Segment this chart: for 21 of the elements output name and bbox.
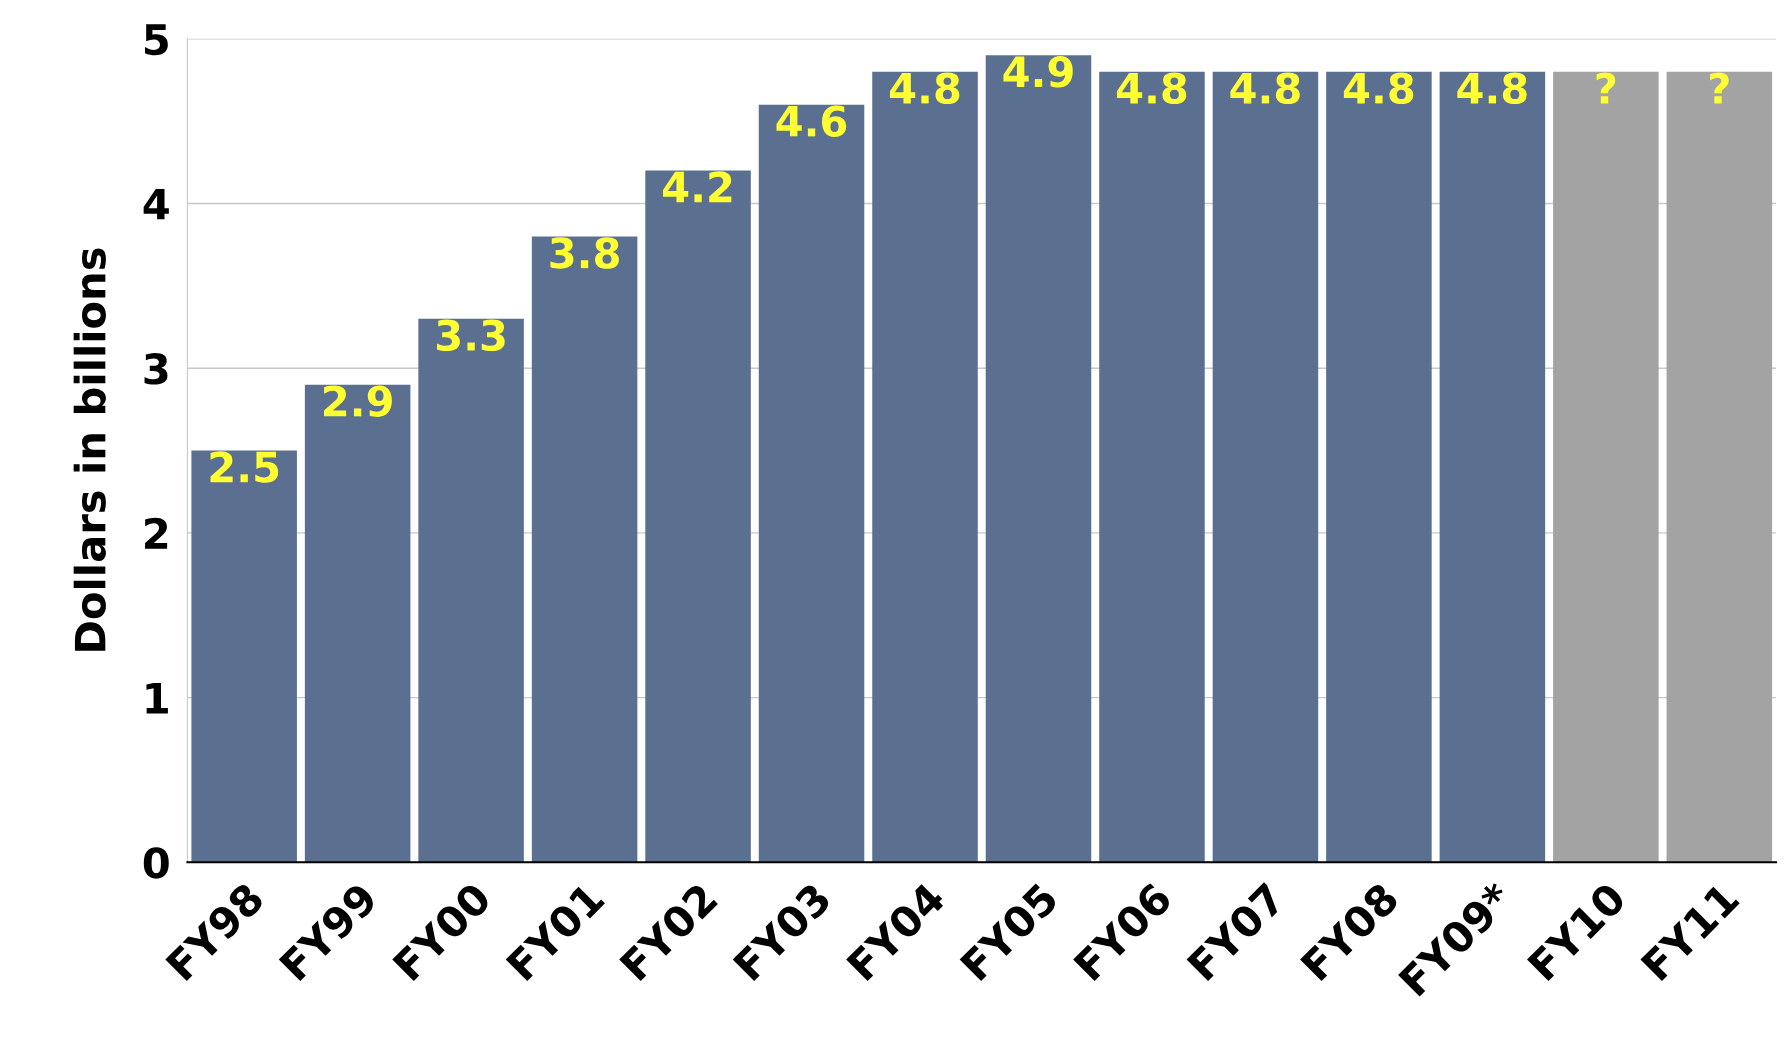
y-tick-label: 4 <box>143 188 169 220</box>
y-tick-label: 2 <box>145 517 168 549</box>
data-label: 4.6 <box>776 105 847 137</box>
data-label: 4.8 <box>1116 72 1187 104</box>
y-tick-label: 0 <box>143 847 169 879</box>
data-label: 4.8 <box>1343 72 1414 104</box>
data-label: ? <box>1710 72 1729 104</box>
data-label: 2.9 <box>324 385 392 417</box>
data-label: 4.9 <box>1003 56 1073 88</box>
data-label: 3.8 <box>550 237 619 269</box>
data-label: 4.2 <box>663 171 732 203</box>
data-label: 3.3 <box>436 319 505 352</box>
y-axis-title: Dollars in billions <box>73 248 106 651</box>
y-tick-label: 3 <box>144 353 168 385</box>
data-label: 2.5 <box>210 451 279 483</box>
y-tick-label: 1 <box>146 683 168 714</box>
data-label: 4.8 <box>889 72 960 104</box>
data-label: 4.8 <box>1457 72 1527 104</box>
y-tick-label: 5 <box>144 24 168 56</box>
data-label: 4.8 <box>1230 72 1300 104</box>
data-label: ? <box>1596 72 1616 104</box>
